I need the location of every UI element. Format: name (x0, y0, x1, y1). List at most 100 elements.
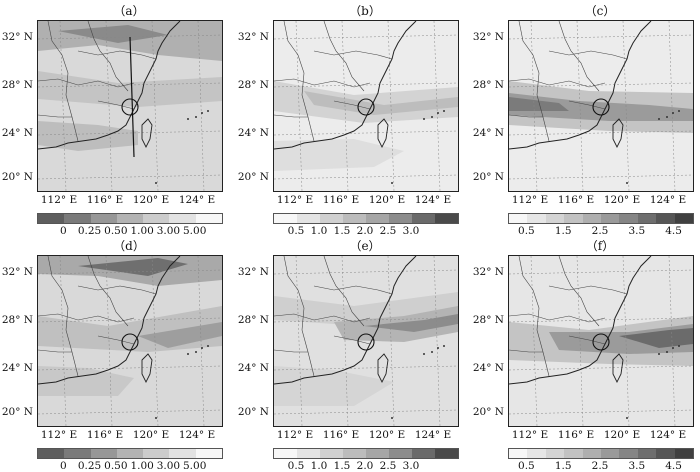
target-circle-marker (357, 98, 375, 116)
panel-label: （a） (113, 4, 145, 18)
island-dot (658, 353, 660, 355)
longitude-gridline (59, 256, 67, 426)
longitude-gridline (105, 21, 113, 191)
longitude-gridline (151, 21, 159, 191)
colorbar-tick-label: 2.0 (356, 225, 374, 237)
longitude-label: 112° E (276, 429, 314, 441)
colorbar-tick-label: 1.00 (130, 225, 154, 237)
colorbar-segment (656, 214, 675, 223)
longitude-gridline (622, 21, 630, 191)
longitude-label: 116° E (86, 194, 124, 206)
colorbar-tick-label: 0.25 (77, 460, 102, 472)
island-dot (207, 110, 209, 112)
province-border (77, 285, 157, 295)
target-circle-marker (592, 333, 610, 351)
colorbar-tick-label: 1.5 (333, 225, 351, 237)
latitude-gridline (274, 34, 458, 40)
shaded-region (274, 366, 394, 406)
colorbar-segment (366, 449, 389, 458)
island-dot (431, 116, 433, 118)
latitude-label: 20° N (237, 406, 269, 418)
latitude-gridline (274, 269, 458, 275)
colorbar-segment (274, 449, 297, 458)
colorbar-segment (435, 214, 458, 223)
colorbar-segment (90, 449, 117, 458)
colorbar-tick-label: 0.50 (104, 225, 128, 237)
latitude-label: 24° N (237, 127, 269, 139)
longitude-gridline (576, 21, 584, 191)
island-dot (201, 112, 203, 114)
latitude-gridline (38, 269, 222, 275)
latitude-gridline (38, 174, 222, 180)
island-dot (443, 110, 445, 112)
latitude-label: 20° N (472, 406, 504, 418)
coastline (38, 21, 181, 150)
shaded-region (619, 328, 693, 348)
panel-label: （c） (584, 4, 616, 18)
province-border (558, 256, 600, 327)
colorbar-tick-label: 0 (59, 225, 67, 237)
latitude-label: 28° N (1, 79, 33, 91)
latitude-label: 32° N (472, 31, 504, 43)
shaded-region (38, 121, 138, 151)
latitude-label: 28° N (1, 314, 33, 326)
island-dot (658, 118, 660, 120)
island-dot (437, 112, 439, 114)
latitude-gridline (38, 130, 222, 136)
province-border (568, 335, 606, 345)
taiwan-outline (377, 353, 389, 384)
island-dot (666, 116, 668, 118)
panel-label: （b） (349, 4, 381, 18)
colorbar-segment (38, 214, 65, 223)
colorbar-tick-label: 1.5 (554, 225, 572, 237)
longitude-label: 116° E (322, 194, 360, 206)
island-dot (423, 353, 425, 355)
island-dot (155, 417, 157, 419)
colorbar-segment (195, 214, 222, 223)
map-graphic (38, 21, 222, 191)
colorbar-segment (509, 449, 528, 458)
latitude-gridline (274, 409, 458, 415)
latitude-gridline (509, 317, 693, 323)
colorbar-segment (656, 449, 675, 458)
colorbar-segment (297, 214, 320, 223)
taiwan-outline (141, 353, 153, 384)
latitude-gridline (38, 409, 222, 415)
colorbar-segment (38, 449, 65, 458)
latitude-label: 32° N (1, 266, 33, 278)
colorbar (37, 213, 223, 224)
island-dot (391, 182, 393, 184)
latitude-gridline (509, 269, 693, 275)
island-dot (672, 347, 674, 349)
island-dot (443, 345, 445, 347)
longitude-label: 112° E (40, 194, 78, 206)
map-panel (37, 255, 223, 427)
longitude-gridline (295, 256, 303, 426)
colorbar-segment (582, 214, 602, 223)
island-dot (437, 347, 439, 349)
colorbar-tick-label: 3.5 (628, 460, 646, 472)
taiwan-outline (612, 118, 624, 149)
latitude-gridline (509, 365, 693, 371)
colorbar-segment (195, 449, 222, 458)
colorbar-tick-label: 4.5 (665, 225, 682, 237)
map-panel (508, 20, 694, 192)
longitude-gridline (341, 21, 349, 191)
latitude-label: 24° N (472, 127, 504, 139)
colorbar-segment (601, 214, 620, 223)
longitude-gridline (576, 256, 584, 426)
longitude-gridline (197, 256, 205, 426)
island-dot (187, 118, 189, 120)
colorbar-tick-label: 2.0 (356, 460, 374, 472)
latitude-gridline (509, 82, 693, 88)
province-border (97, 335, 135, 345)
map-panel (508, 255, 694, 427)
island-dot (201, 347, 203, 349)
longitude-gridline (622, 256, 630, 426)
colorbar-segment (527, 214, 546, 223)
latitude-label: 28° N (237, 79, 269, 91)
latitude-label: 20° N (237, 171, 269, 183)
longitude-label: 112° E (276, 194, 314, 206)
colorbar (508, 213, 694, 224)
colorbar-segment (90, 214, 117, 223)
